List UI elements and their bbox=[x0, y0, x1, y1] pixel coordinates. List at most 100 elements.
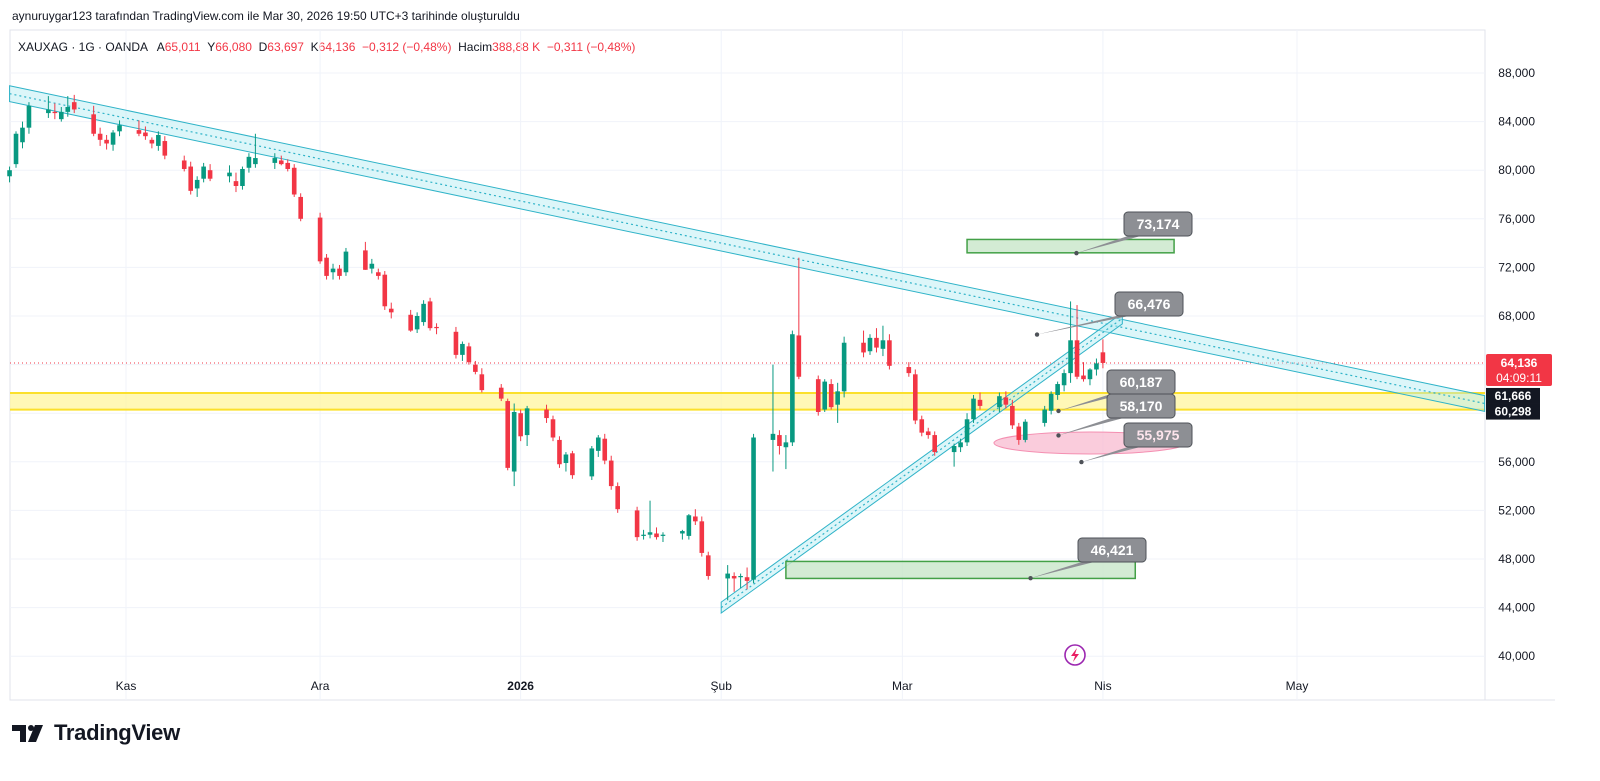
candle bbox=[473, 360, 478, 375]
candle bbox=[751, 433, 756, 584]
candle-body bbox=[278, 160, 284, 165]
candle bbox=[660, 532, 666, 542]
candle bbox=[1074, 305, 1080, 380]
candle bbox=[958, 438, 963, 453]
lightning-event-icon bbox=[1064, 644, 1086, 666]
candle bbox=[777, 430, 782, 455]
tradingview-logo-icon bbox=[12, 725, 43, 742]
candle-body bbox=[59, 111, 64, 120]
candle bbox=[1048, 391, 1054, 415]
candle bbox=[725, 565, 730, 601]
candle bbox=[505, 398, 511, 471]
candle-body bbox=[343, 251, 349, 273]
y-tick-label: 88,000 bbox=[1498, 66, 1535, 80]
candle bbox=[796, 257, 802, 380]
candle bbox=[330, 263, 336, 280]
candle-body bbox=[634, 510, 640, 538]
candle bbox=[919, 415, 925, 437]
time-axis: Kas Ara 2026 Şub Mar Nis May bbox=[116, 679, 1309, 693]
candle-body bbox=[731, 576, 737, 579]
candle-body bbox=[434, 326, 439, 329]
candle bbox=[13, 131, 19, 168]
candle-body bbox=[317, 217, 323, 262]
price-callout: 73,174 bbox=[1074, 211, 1193, 256]
candle-body bbox=[227, 172, 232, 177]
candle-body bbox=[104, 139, 109, 144]
candle-body bbox=[874, 337, 879, 348]
callout-pointer bbox=[1037, 314, 1139, 335]
candle bbox=[240, 166, 245, 190]
candle bbox=[466, 342, 472, 365]
zone-price-value: 61,666 bbox=[1495, 389, 1532, 403]
candle-body bbox=[421, 303, 426, 323]
candle bbox=[770, 364, 776, 472]
zone-price-bg bbox=[1486, 403, 1540, 420]
candle-body bbox=[427, 301, 433, 329]
candle bbox=[744, 567, 750, 590]
close-label: K bbox=[310, 40, 319, 54]
candle-body bbox=[951, 446, 957, 453]
candle bbox=[1068, 301, 1073, 383]
candle-body bbox=[751, 437, 756, 580]
candle-body bbox=[298, 196, 303, 219]
candle bbox=[65, 96, 71, 117]
candle-body bbox=[46, 109, 51, 114]
symbol-label[interactable]: XAUXAG · 1G · OANDA bbox=[18, 40, 148, 54]
y-tick-label: 68,000 bbox=[1498, 309, 1535, 323]
countdown-value: 04:09:11 bbox=[1496, 371, 1542, 385]
candle-body bbox=[337, 268, 342, 276]
candle-body bbox=[291, 167, 297, 195]
candle bbox=[731, 572, 737, 592]
candle-body bbox=[835, 391, 840, 405]
candle bbox=[1061, 369, 1067, 392]
price-callout: 60,187 bbox=[1056, 369, 1176, 414]
candle bbox=[117, 120, 122, 137]
candle bbox=[595, 435, 601, 457]
candle bbox=[912, 369, 918, 425]
candle bbox=[291, 164, 297, 197]
candle bbox=[382, 271, 388, 310]
candle-body bbox=[136, 130, 142, 134]
candle bbox=[479, 368, 485, 393]
candle bbox=[388, 302, 394, 319]
y-tick-label: 40,000 bbox=[1498, 649, 1535, 663]
tradingview-brand[interactable]: TradingView bbox=[12, 720, 180, 746]
candle-body bbox=[382, 274, 388, 307]
support-zone-layer bbox=[10, 362, 1485, 411]
candle bbox=[1081, 362, 1086, 382]
candle-body bbox=[1094, 363, 1099, 370]
candle-body bbox=[925, 431, 931, 436]
x-tick-label: 2026 bbox=[507, 679, 534, 693]
candle-body bbox=[1081, 375, 1086, 380]
candle bbox=[699, 516, 705, 557]
low-label: D bbox=[258, 40, 268, 54]
candle bbox=[136, 120, 142, 137]
candle-body bbox=[71, 102, 77, 110]
callout-pointer bbox=[1058, 416, 1131, 436]
candle-body bbox=[253, 158, 258, 165]
candle bbox=[201, 162, 206, 183]
candle-body bbox=[570, 453, 575, 476]
callout-pointer bbox=[1081, 445, 1148, 463]
candle bbox=[20, 121, 25, 149]
candle-body bbox=[654, 533, 659, 538]
candle bbox=[608, 455, 614, 490]
candles-layer bbox=[7, 94, 1106, 601]
candle-body bbox=[240, 168, 245, 186]
x-tick-label: Ara bbox=[311, 679, 330, 693]
candle bbox=[278, 155, 284, 166]
candle-body bbox=[971, 398, 976, 420]
candle bbox=[1100, 339, 1106, 369]
callout-pointer bbox=[1058, 392, 1131, 411]
y-tick-label: 44,000 bbox=[1498, 601, 1535, 615]
callout-box bbox=[1123, 211, 1193, 237]
candle bbox=[589, 446, 595, 481]
change-value: −0,312 (−0,48%) bbox=[362, 40, 452, 54]
candle-body bbox=[181, 160, 187, 169]
candle bbox=[997, 392, 1002, 412]
candle-body bbox=[919, 419, 925, 433]
candle bbox=[376, 268, 381, 280]
candle-body bbox=[388, 308, 394, 313]
